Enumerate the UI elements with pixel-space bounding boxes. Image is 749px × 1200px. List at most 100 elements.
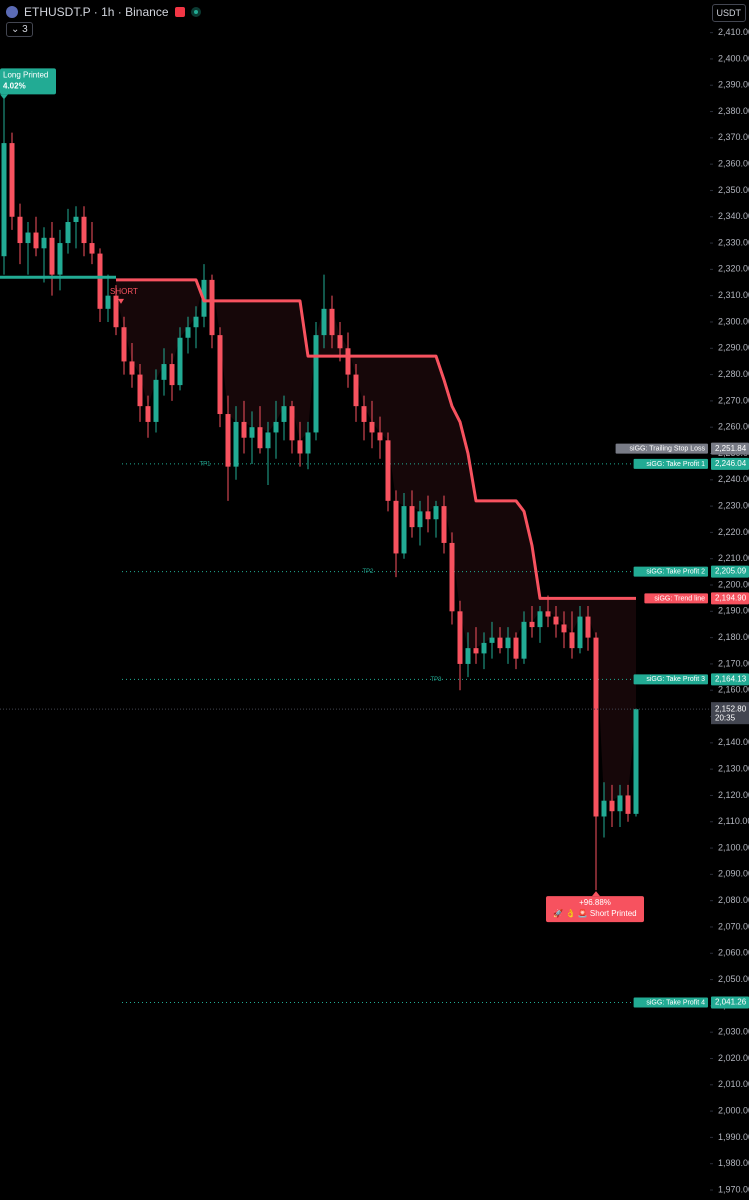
level-name: siGG: Trailing Stop Loss: [630, 445, 706, 452]
candle-body: [377, 432, 383, 441]
level-name-box: [633, 458, 708, 469]
long-label: Long Printed: [3, 70, 48, 79]
level-value-box: [711, 457, 749, 470]
y-tick-label: 2,340.00: [718, 211, 749, 221]
y-tick-label: 2,410.00: [718, 27, 749, 37]
currency-button[interactable]: USDT: [711, 4, 746, 22]
y-tick-label: 2,290.00: [718, 343, 749, 353]
y-tick-label: 2,010.00: [718, 1079, 749, 1089]
y-tick-label: 2,320.00: [718, 264, 749, 274]
candle-body: [209, 279, 215, 336]
y-tick-label: 2,370.00: [718, 132, 749, 142]
y-tick-label: 2,210.00: [718, 553, 749, 563]
candle-body: [233, 421, 239, 467]
level-value-box: [711, 592, 749, 605]
candle-body: [497, 637, 503, 649]
level-tag: siGG: Take Profit 2 2,205.09: [633, 565, 749, 578]
candle-body: [257, 427, 263, 449]
level-name-box: [633, 997, 708, 1008]
y-tick-label: 2,240.00: [718, 474, 749, 484]
symbol-title[interactable]: ETHUSDT.P · 1h · Binance: [24, 5, 169, 19]
candle-body: [73, 216, 79, 223]
candle-body: [425, 511, 431, 520]
candle-body: [105, 295, 111, 309]
y-tick-label: 2,140.00: [718, 737, 749, 747]
y-tick-label: 1,990.00: [718, 1132, 749, 1142]
y-tick-label: 1,980.00: [718, 1158, 749, 1168]
short-signal-marker: [118, 298, 124, 304]
candle-body: [385, 440, 391, 501]
level-tag: siGG: Trend line 2,194.90: [644, 592, 749, 605]
candle-body: [449, 542, 455, 612]
candle-body: [265, 432, 271, 449]
candle-body: [17, 216, 23, 244]
y-tick-label: 2,190.00: [718, 606, 749, 616]
y-tick-label: 2,180.00: [718, 632, 749, 642]
level-name: siGG: Take Profit 3: [646, 676, 705, 683]
market-status[interactable]: [190, 7, 201, 17]
y-tick-label: 2,270.00: [718, 395, 749, 405]
tp-marker: TP2: [362, 569, 374, 575]
candle-body: [121, 327, 127, 362]
candle-body: [281, 406, 287, 422]
level-value: 2,246.04: [715, 459, 747, 468]
candle-body: [161, 364, 167, 380]
y-tick-label: 2,090.00: [718, 869, 749, 879]
candle-body: [321, 308, 327, 336]
candle-body: [489, 637, 495, 643]
trend-line: [116, 278, 636, 600]
level-name: siGG: Take Profit 2: [646, 568, 705, 575]
y-tick-label: 2,280.00: [718, 369, 749, 379]
candle-body: [169, 364, 175, 386]
y-tick-label: 2,070.00: [718, 921, 749, 931]
y-tick-label: 2,170.00: [718, 658, 749, 668]
short-pointer: [592, 891, 600, 897]
y-tick-label: 2,260.00: [718, 422, 749, 432]
candle-body: [41, 237, 47, 249]
candle-body: [113, 295, 119, 328]
candle-body: [9, 143, 15, 217]
candle-body: [401, 506, 407, 554]
long-box: [0, 68, 56, 95]
flag-icon[interactable]: [174, 7, 185, 17]
candle-body: [561, 624, 567, 633]
y-tick-label: 2,400.00: [718, 53, 749, 63]
candle-body: [313, 335, 319, 433]
candle-body: [329, 308, 335, 336]
candle-body: [1, 143, 7, 257]
level-value: 2,205.09: [715, 567, 747, 576]
short-label: 🚀 👌 🚨 Short Printed: [553, 908, 636, 918]
level-value-box: [711, 565, 749, 578]
candle-body: [537, 611, 543, 628]
y-tick-label: 2,120.00: [718, 790, 749, 800]
candle-body: [57, 243, 63, 275]
y-tick-label: 2,300.00: [718, 316, 749, 326]
candle-body: [145, 406, 151, 422]
level-tag: siGG: Take Profit 4 2,041.26: [633, 996, 749, 1009]
candle-body: [49, 237, 55, 275]
candle-body: [33, 232, 39, 249]
candle-body: [297, 440, 303, 454]
candle-body: [241, 421, 247, 438]
candle-body: [361, 406, 367, 422]
indicator-toggle[interactable]: ⌄ 3: [6, 22, 33, 37]
last-price-value: 2,152.80: [715, 704, 747, 713]
candle-body: [481, 642, 487, 654]
y-tick-label: 2,030.00: [718, 1027, 749, 1037]
level-name-box: [633, 674, 708, 685]
candle-body: [441, 506, 447, 543]
y-tick-label: 2,080.00: [718, 895, 749, 905]
candle-body: [633, 709, 639, 814]
candle-body: [577, 616, 583, 649]
y-tick-label: 2,390.00: [718, 80, 749, 90]
candle-body: [393, 500, 399, 554]
candle-body: [553, 616, 559, 625]
header: ETHUSDT.P · 1h · Binance: [6, 4, 201, 20]
level-tag: siGG: Take Profit 3 2,164.13: [633, 673, 749, 686]
candle-body: [345, 348, 351, 375]
level-value: 2,041.26: [715, 998, 747, 1007]
y-tick-label: 2,380.00: [718, 106, 749, 116]
candle-body: [185, 327, 191, 338]
y-tick-label: 2,050.00: [718, 974, 749, 984]
candle-body: [249, 427, 255, 438]
